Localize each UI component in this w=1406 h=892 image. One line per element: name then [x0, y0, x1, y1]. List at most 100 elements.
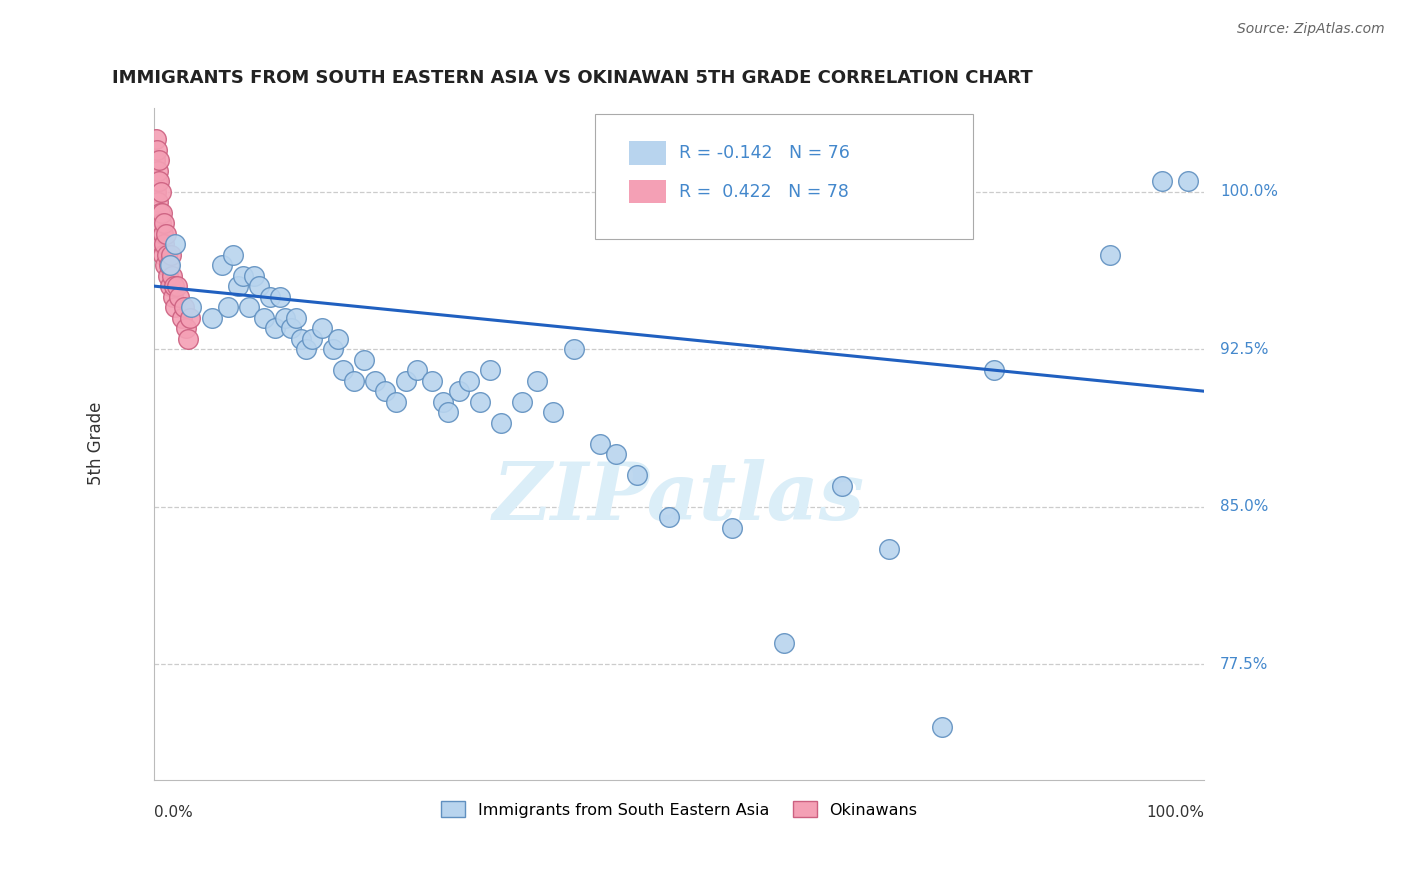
Point — [143, 153, 166, 167]
Point — [201, 310, 224, 325]
Point — [159, 279, 181, 293]
Point — [468, 394, 491, 409]
Point — [150, 205, 173, 219]
Point — [332, 363, 354, 377]
Point — [280, 321, 302, 335]
Point — [232, 268, 254, 283]
Point — [437, 405, 460, 419]
Point — [165, 300, 187, 314]
Point — [146, 163, 169, 178]
Point — [562, 342, 585, 356]
FancyBboxPatch shape — [628, 142, 665, 165]
Point — [153, 258, 176, 272]
Point — [877, 541, 900, 556]
Point — [226, 279, 249, 293]
Point — [156, 247, 179, 261]
Point — [160, 247, 183, 261]
Point — [155, 227, 177, 241]
Point — [374, 384, 396, 399]
Point — [150, 216, 173, 230]
Point — [274, 310, 297, 325]
Point — [174, 321, 197, 335]
Text: 92.5%: 92.5% — [1220, 342, 1268, 357]
Point — [343, 374, 366, 388]
Point — [322, 342, 344, 356]
Text: 77.5%: 77.5% — [1220, 657, 1268, 672]
Text: R =  0.422   N = 78: R = 0.422 N = 78 — [679, 183, 849, 201]
Point — [458, 374, 481, 388]
Point — [290, 332, 312, 346]
Point — [526, 374, 548, 388]
Point — [326, 332, 349, 346]
Point — [285, 310, 308, 325]
Point — [160, 268, 183, 283]
Point — [259, 290, 281, 304]
Point — [253, 310, 276, 325]
Point — [589, 436, 612, 450]
Text: 5th Grade: 5th Grade — [87, 402, 105, 485]
Point — [211, 258, 233, 272]
Point — [179, 310, 201, 325]
Point — [447, 384, 470, 399]
Text: IMMIGRANTS FROM SOUTH EASTERN ASIA VS OKINAWAN 5TH GRADE CORRELATION CHART: IMMIGRANTS FROM SOUTH EASTERN ASIA VS OK… — [112, 69, 1033, 87]
Point — [364, 374, 387, 388]
Point — [165, 237, 187, 252]
Point — [177, 332, 200, 346]
Point — [1152, 174, 1174, 188]
Point — [149, 185, 172, 199]
Point — [295, 342, 318, 356]
Text: Source: ZipAtlas.com: Source: ZipAtlas.com — [1237, 22, 1385, 37]
Point — [146, 174, 169, 188]
Point — [173, 300, 195, 314]
Point — [170, 310, 193, 325]
Point — [247, 279, 270, 293]
Point — [148, 153, 170, 167]
Point — [217, 300, 239, 314]
Point — [983, 363, 1005, 377]
Point — [152, 216, 174, 230]
Point — [405, 363, 427, 377]
Point — [479, 363, 502, 377]
Point — [301, 332, 323, 346]
Point — [169, 290, 191, 304]
Point — [149, 205, 172, 219]
Point — [166, 279, 188, 293]
Point — [626, 468, 648, 483]
Point — [720, 521, 742, 535]
Point — [773, 636, 796, 650]
Point — [148, 174, 170, 188]
Point — [432, 394, 454, 409]
Point — [145, 132, 167, 146]
Point — [353, 352, 375, 367]
Point — [163, 279, 186, 293]
FancyBboxPatch shape — [595, 114, 973, 239]
Point — [605, 447, 627, 461]
Point — [159, 258, 181, 272]
Point — [152, 227, 174, 241]
Text: 85.0%: 85.0% — [1220, 500, 1268, 515]
Point — [658, 510, 681, 524]
Point — [931, 720, 953, 734]
Point — [153, 237, 176, 252]
Point — [269, 290, 291, 304]
Point — [180, 300, 202, 314]
Text: 100.0%: 100.0% — [1146, 805, 1204, 820]
Point — [311, 321, 333, 335]
Point — [148, 195, 170, 210]
Text: 100.0%: 100.0% — [1220, 184, 1278, 199]
Point — [146, 143, 169, 157]
Point — [1098, 247, 1121, 261]
Text: 0.0%: 0.0% — [155, 805, 193, 820]
Point — [264, 321, 287, 335]
Point — [162, 290, 184, 304]
Point — [156, 268, 179, 283]
Point — [152, 247, 174, 261]
Point — [395, 374, 418, 388]
Point — [422, 374, 444, 388]
Point — [145, 185, 167, 199]
Text: ZIPatlas: ZIPatlas — [494, 458, 865, 536]
FancyBboxPatch shape — [628, 180, 665, 203]
Point — [831, 479, 853, 493]
Point — [489, 416, 512, 430]
Point — [222, 247, 245, 261]
